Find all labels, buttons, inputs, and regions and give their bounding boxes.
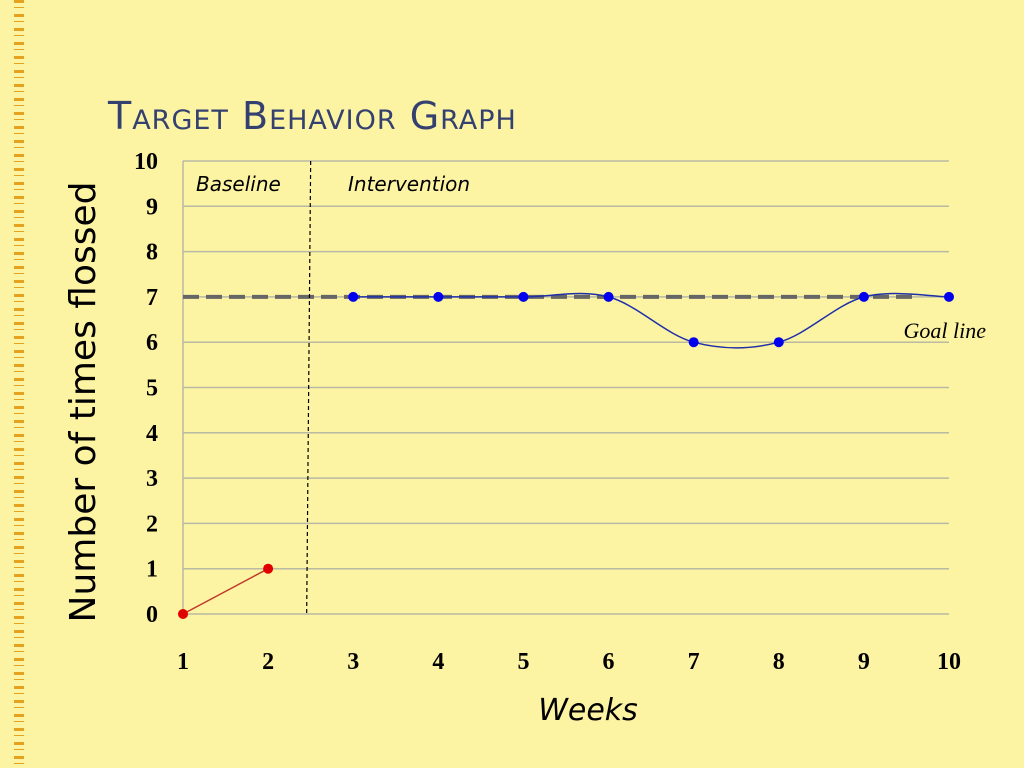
y-tick-label-0: 0 [146, 602, 158, 628]
x-tick-label-7: 7 [688, 649, 700, 675]
series-group [178, 291, 954, 619]
y-tick-label-4: 4 [146, 421, 158, 447]
series-2-point-6 [603, 291, 614, 302]
series-2-point-3 [348, 291, 359, 302]
y-tick-label-2: 2 [146, 511, 158, 537]
phase-label-baseline: Baseline [196, 172, 281, 196]
series-2-point-4 [433, 291, 444, 302]
x-tick-label-4: 4 [432, 649, 444, 675]
series-2-line [353, 292, 950, 349]
series-1-line [182, 568, 269, 615]
y-tick-label-5: 5 [146, 376, 158, 402]
x-tick-label-1: 1 [177, 649, 189, 675]
axis-titles: Number of times flossed Weeks [63, 182, 638, 728]
y-tick-label-8: 8 [146, 240, 158, 266]
y-axis-title: Number of times flossed [63, 182, 104, 623]
y-tick-label-6: 6 [146, 330, 158, 356]
x-tick-label-10: 10 [937, 649, 961, 675]
x-tick-label-5: 5 [517, 649, 529, 675]
phase-label-intervention: Intervention [348, 172, 470, 196]
goal-line-group: Goal line [183, 294, 987, 343]
series-2-point-9 [858, 291, 869, 302]
phase-change-group: Baseline Intervention [196, 160, 470, 615]
series-2-point-5 [518, 291, 529, 302]
slide-title: Target Behavior Graph [108, 94, 517, 138]
series-2-point-8 [773, 337, 784, 348]
series-1-point-1 [178, 609, 188, 619]
x-tick-label-2: 2 [262, 649, 274, 675]
y-tick-label-1: 1 [146, 557, 158, 583]
goal-line-label: Goal line [904, 318, 987, 343]
grid-lines [182, 160, 949, 615]
x-tick-label-9: 9 [858, 649, 870, 675]
y-tick-label-10: 10 [134, 149, 158, 175]
series-1-point-2 [263, 563, 274, 574]
x-tick-label-6: 6 [603, 649, 615, 675]
series-2-point-10 [944, 291, 954, 302]
y-tick-label-7: 7 [146, 285, 158, 311]
phase-change-line [306, 160, 312, 615]
series-2-point-7 [688, 337, 699, 348]
y-tick-label-9: 9 [146, 194, 158, 220]
x-tick-label-3: 3 [347, 649, 359, 675]
y-tick-label-3: 3 [146, 466, 158, 492]
x-tick-label-8: 8 [773, 649, 785, 675]
x-axis-title: Weeks [538, 693, 638, 728]
decorative-border [14, 0, 24, 768]
